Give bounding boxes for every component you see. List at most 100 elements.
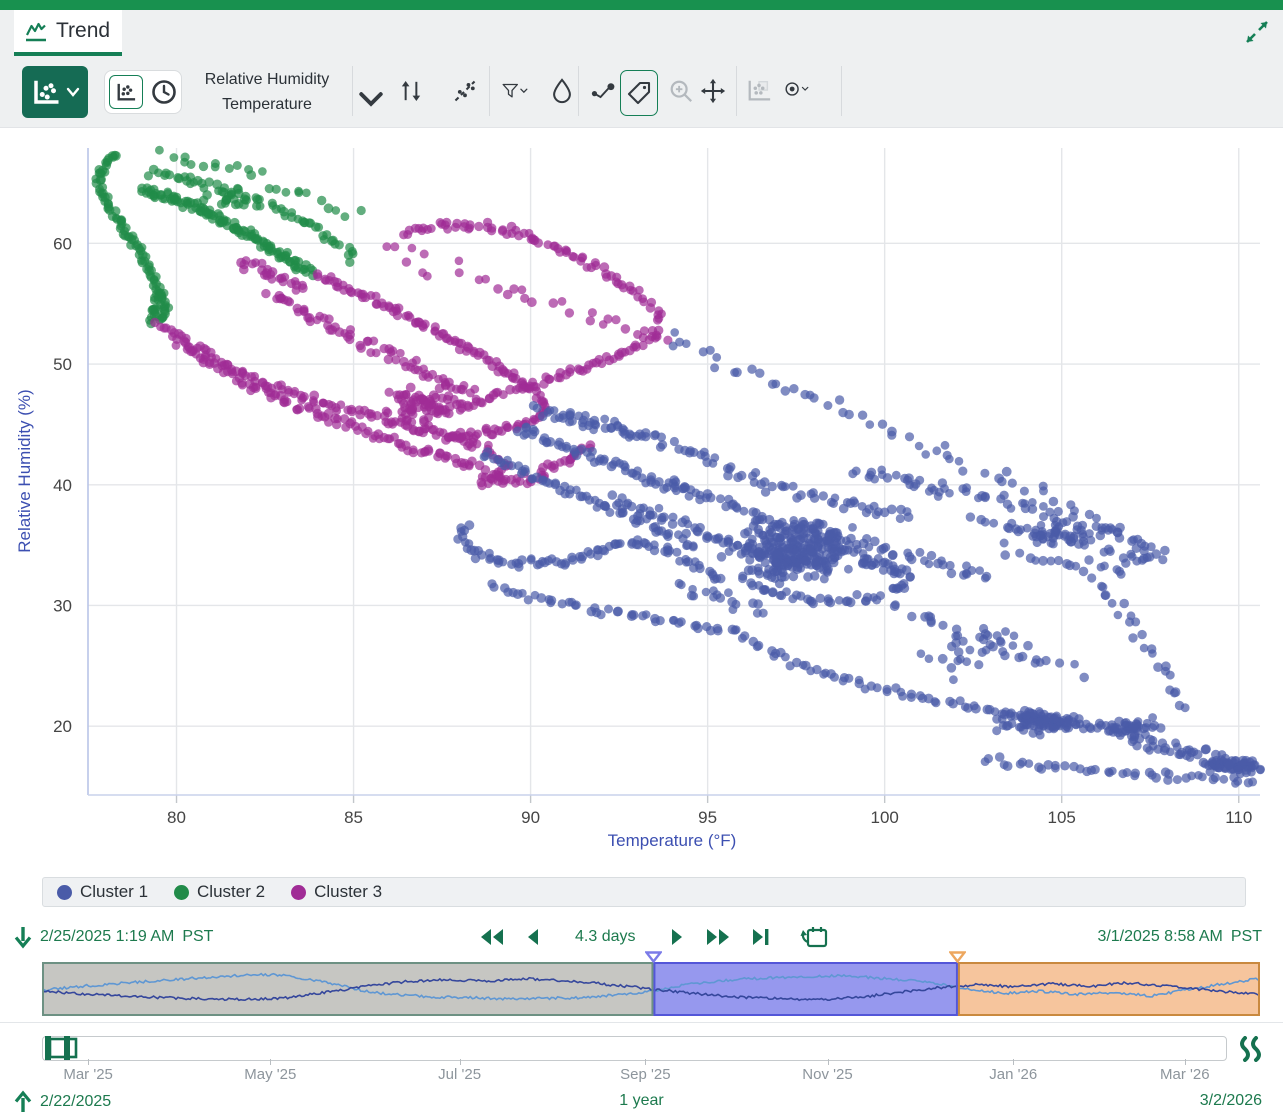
signal-item-temperature[interactable]: Temperature [222, 96, 312, 113]
step-to-end-icon[interactable] [752, 928, 771, 946]
svg-text:20: 20 [53, 717, 72, 736]
x-axis-title: Temperature (°F) [608, 831, 737, 850]
point-radius-target-icon[interactable] [784, 76, 810, 102]
range-start-datetime[interactable]: 2/25/2025 1:19 AM [40, 928, 175, 945]
range-start-tz[interactable]: PST [182, 928, 214, 945]
sort-arrows-icon[interactable] [398, 78, 424, 104]
timeline-axis-tick [88, 1059, 90, 1065]
timeline-axis-tick [645, 1059, 647, 1065]
display-range-end[interactable]: 3/1/2025 8:58 AM PST [1097, 924, 1262, 950]
chevron-down-icon [66, 87, 79, 97]
step-forward-icon[interactable] [671, 928, 684, 946]
tab-trend-label: Trend [56, 19, 111, 42]
tag-icon [627, 81, 651, 105]
regression-line-icon[interactable] [452, 78, 478, 104]
timeline-axis-label: Nov '25 [802, 1066, 853, 1083]
svg-text:30: 30 [53, 596, 72, 615]
svg-text:50: 50 [53, 355, 72, 374]
toolbar-divider [489, 66, 490, 116]
toolbar-divider [578, 66, 579, 116]
playback-controls: 4.3 days [480, 924, 829, 950]
expand-icon[interactable] [1243, 18, 1271, 46]
svg-text:85: 85 [344, 808, 363, 827]
range-end-tz[interactable]: PST [1230, 928, 1262, 945]
investigate-start-date[interactable]: 2/22/2025 [40, 1093, 112, 1110]
timeline-axis-tick [270, 1059, 272, 1065]
legend-item[interactable]: Cluster 1 [57, 882, 148, 902]
svg-text:60: 60 [53, 234, 72, 253]
y-axis-title: Relative Humidity (%) [15, 389, 34, 552]
scatter-mode-button[interactable] [108, 75, 143, 109]
legend-item[interactable]: Cluster 2 [174, 882, 265, 902]
timeline-axis-label: May '25 [244, 1066, 297, 1083]
auto-update-calendar-icon[interactable] [799, 924, 829, 950]
svg-text:90: 90 [521, 808, 540, 827]
tab-bar: Trend [0, 10, 1283, 56]
svg-text:105: 105 [1048, 808, 1076, 827]
range-boundary-marker[interactable] [949, 951, 967, 963]
active-tab-underline [14, 52, 122, 56]
collapse-chevron-icon[interactable] [358, 86, 384, 112]
legend-label: Cluster 3 [314, 882, 383, 901]
timeline-overview-chart[interactable] [42, 962, 1260, 1016]
toolbar-divider [841, 66, 842, 116]
range-boundary-marker[interactable] [644, 951, 662, 963]
app-accent-bar [0, 0, 1283, 10]
timeline-scrollbar[interactable] [42, 1036, 1227, 1061]
step-size-label[interactable]: 4.3 days [575, 928, 636, 945]
legend-swatch [174, 884, 190, 900]
timeline-axis-label: Jan '26 [989, 1066, 1038, 1083]
legend: Cluster 1 Cluster 2 Cluster 3 [42, 877, 1246, 907]
colorize-scatter-icon[interactable] [746, 78, 772, 104]
signal-list[interactable]: Relative Humidity Temperature [188, 68, 346, 116]
timeline-axis-tick [459, 1059, 461, 1065]
investigate-end-date[interactable]: 3/2/2026 [1199, 1092, 1262, 1109]
density-droplet-icon[interactable] [549, 78, 575, 104]
time-mode-clock-icon[interactable] [150, 78, 178, 106]
range-end-datetime[interactable]: 3/1/2025 8:58 AM [1097, 928, 1223, 945]
legend-swatch [291, 884, 307, 900]
chart-toolbar: Relative Humidity Temperature [0, 56, 1283, 128]
arrow-up-icon [14, 1090, 32, 1112]
svg-text:100: 100 [870, 808, 898, 827]
signal-item-relative-humidity[interactable]: Relative Humidity [204, 71, 330, 88]
toolbar-divider [736, 66, 737, 116]
tab-trend[interactable]: Trend [14, 10, 122, 52]
timeline-axis-label: Mar '25 [63, 1066, 113, 1083]
scatter-plot-icon [117, 83, 135, 101]
investigate-range-span[interactable]: 1 year [619, 1092, 664, 1109]
display-range-start[interactable]: 2/25/2025 1:19 AM PST [14, 924, 213, 950]
step-backward-icon[interactable] [526, 928, 539, 946]
legend-label: Cluster 2 [197, 882, 266, 901]
timeline-axis-tick [1013, 1059, 1015, 1065]
timeline-axis-tick [1184, 1059, 1186, 1065]
scatter-chart-icon [33, 80, 58, 104]
investigate-range-start[interactable]: 2/22/2025 [14, 1090, 111, 1114]
legend-item[interactable]: Cluster 3 [291, 882, 382, 902]
arrow-down-icon [14, 927, 32, 949]
squeeze-timeline-icon[interactable] [1237, 1036, 1263, 1062]
filter-funnel-icon[interactable] [502, 78, 528, 104]
svg-text:95: 95 [698, 808, 717, 827]
trend-line-icon [26, 22, 46, 42]
step-fast-forward-icon[interactable] [706, 928, 730, 946]
toolbar-divider [352, 66, 353, 116]
svg-text:110: 110 [1225, 808, 1252, 827]
svg-text:40: 40 [53, 476, 72, 495]
labels-tag-button[interactable] [620, 70, 658, 116]
legend-swatch [57, 884, 72, 900]
connected-points-icon[interactable] [591, 78, 617, 104]
chart-mode-group [104, 70, 182, 114]
timeline-overview[interactable] [42, 951, 1260, 1016]
timeline-axis-tick [827, 1059, 829, 1065]
scatter-plot[interactable]: 80 85 90 95 100 105 110 20 30 40 50 60 Temperature … [0, 130, 1283, 870]
legend-label: Cluster 1 [80, 882, 149, 901]
pan-move-icon[interactable] [700, 78, 726, 104]
zoom-in-icon[interactable] [668, 78, 694, 104]
step-fast-backward-icon[interactable] [480, 928, 504, 946]
range-handle-icon[interactable] [44, 1035, 82, 1061]
svg-text:80: 80 [167, 808, 186, 827]
timeline-axis-label: Jul '25 [438, 1066, 482, 1083]
chart-type-button[interactable] [22, 66, 88, 118]
